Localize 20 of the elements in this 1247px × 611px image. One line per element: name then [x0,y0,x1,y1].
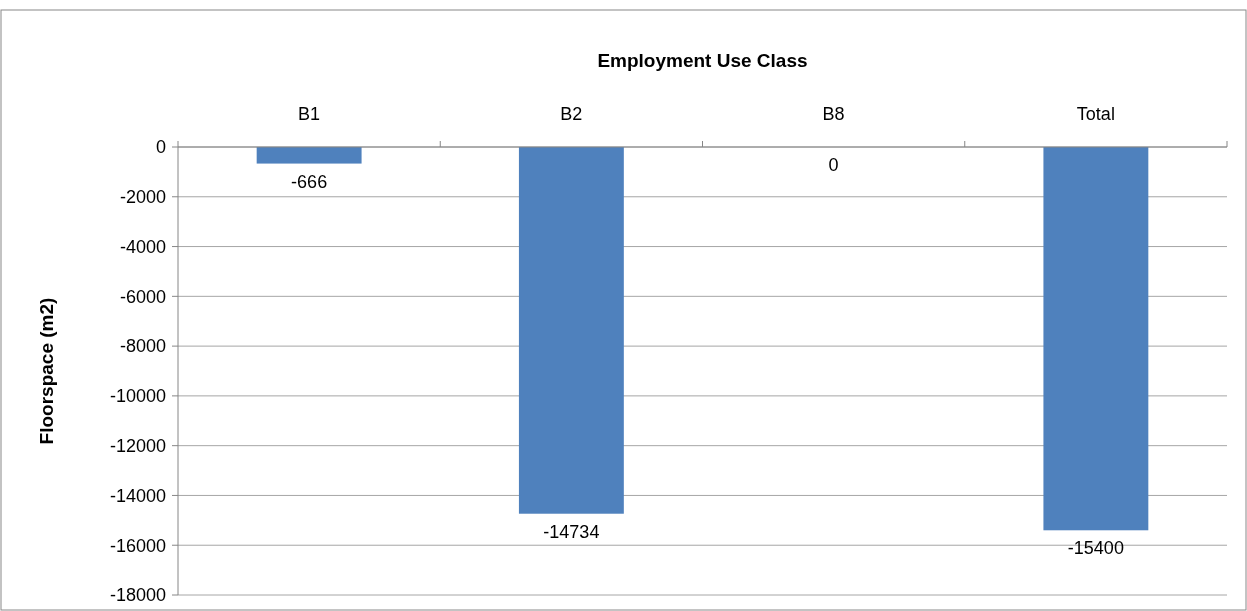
y-tick-label: -12000 [109,435,166,456]
data-label: -15400 [1067,538,1124,559]
y-tick-label: 0 [155,137,166,158]
y-tick-label: -6000 [119,286,166,307]
y-tick-label: -8000 [119,336,166,357]
y-tick-label: -14000 [109,485,166,506]
x-tick-label: B1 [298,104,321,124]
data-label: -14734 [543,521,600,542]
y-tick-label: -2000 [119,187,166,208]
y-tick-label: -18000 [109,585,166,606]
x-tick-label: B2 [560,104,583,124]
data-label: -666 [291,171,328,192]
chart-title: Employment Use Class [597,50,808,71]
y-tick-label: -10000 [109,386,166,407]
y-axis-title: Floorspace (m2) [36,297,57,445]
data-label: 0 [828,155,839,175]
y-tick-label: -4000 [119,236,166,257]
y-tick-label: -16000 [109,535,166,556]
x-tick-label: B8 [822,104,845,124]
x-tick-label: Total [1076,104,1115,124]
